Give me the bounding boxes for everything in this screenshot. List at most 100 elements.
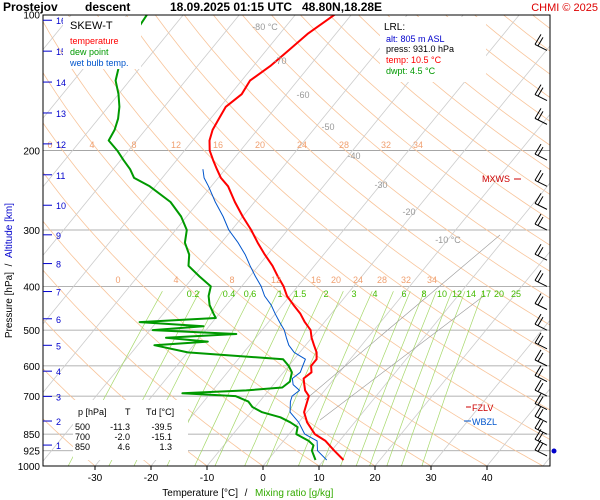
lrl-alt: alt: 805 m ASL bbox=[386, 34, 445, 44]
mixing-ratio-label: 12 bbox=[452, 289, 462, 299]
wind-barb bbox=[534, 389, 548, 397]
mixing-ratio-label: 0.6 bbox=[244, 289, 257, 299]
dry-adiabat-line bbox=[67, 15, 550, 440]
isotherm-label: -20 bbox=[402, 207, 415, 217]
isotherm-line bbox=[262, 113, 550, 466]
isotherm-line bbox=[430, 319, 550, 466]
altitude-tick-label: 1 bbox=[56, 441, 61, 451]
altitude-tick-label: 9 bbox=[56, 231, 61, 241]
mixing-ratio-label: 4 bbox=[372, 289, 377, 299]
header-credit: CHMI © 2025 bbox=[531, 2, 598, 14]
isotherm-label: -40 bbox=[347, 151, 360, 161]
wind-barb bbox=[534, 438, 548, 446]
lrl-box bbox=[380, 17, 486, 82]
mixing-ratio-label: 25 bbox=[511, 289, 521, 299]
isotherm-line bbox=[206, 45, 550, 466]
altitude-tick-label: 14 bbox=[56, 78, 66, 88]
x-tick-label: 30 bbox=[425, 473, 437, 484]
mixing-ratio-label: 20 bbox=[494, 289, 504, 299]
table-cell-t: -2.0 bbox=[114, 432, 130, 442]
mixing-ratio-line bbox=[321, 291, 394, 466]
dry-adiabat-line bbox=[299, 15, 550, 221]
legend-box bbox=[63, 17, 141, 69]
altitude-tick-label: 6 bbox=[56, 315, 61, 325]
x-tick-label: 0 bbox=[260, 473, 266, 484]
mixing-ratio-line bbox=[386, 291, 453, 466]
wind-barb bbox=[534, 117, 548, 125]
pressure-tick-label: 100 bbox=[23, 11, 40, 22]
altitude-tick-label: 12 bbox=[56, 140, 66, 150]
adiabat-label: 8 bbox=[229, 275, 234, 285]
y-axis-title: Pressure [hPa] bbox=[4, 272, 15, 338]
x-tick-label: 40 bbox=[481, 473, 493, 484]
wind-barb-feather bbox=[534, 108, 542, 119]
mixing-ratio-line bbox=[194, 291, 279, 466]
mixing-ratio-line bbox=[369, 291, 437, 466]
pressure-tick-label: 300 bbox=[23, 226, 40, 237]
levels-table-bg bbox=[73, 400, 188, 460]
table-cell-td: -15.1 bbox=[151, 432, 172, 442]
wind-barb-feather bbox=[537, 352, 544, 362]
mixing-ratio-line bbox=[266, 291, 344, 466]
header-station: Prostejov bbox=[3, 0, 58, 14]
plot-frame bbox=[42, 14, 551, 467]
wind-barb-feather bbox=[537, 442, 544, 452]
wind-barb bbox=[534, 323, 548, 331]
wind-barb-feather bbox=[534, 313, 542, 325]
mixing-ratio-line bbox=[340, 291, 411, 466]
adiabat-label: 8 bbox=[131, 140, 136, 150]
reference-diagonal bbox=[304, 234, 501, 401]
isotherm-line bbox=[43, 15, 296, 325]
x-tick-label: 20 bbox=[369, 473, 381, 484]
wind-barb-feather bbox=[534, 34, 542, 45]
wind-barb-feather bbox=[537, 273, 544, 283]
wind-barb-feather bbox=[534, 406, 542, 417]
wind-barb-feather bbox=[534, 393, 542, 404]
mixing-ratio-line bbox=[421, 291, 484, 466]
wind-barb-feather bbox=[534, 143, 542, 155]
wind-barb-feather bbox=[537, 173, 544, 183]
mixing-ratio-label: 8 bbox=[421, 289, 426, 299]
dry-adiabat-line bbox=[183, 15, 550, 326]
wind-barb-feather bbox=[537, 420, 544, 430]
table-cell-t: 4.6 bbox=[117, 442, 130, 452]
x-axis-title-sep: / bbox=[245, 488, 248, 499]
mixing-ratio-line bbox=[401, 291, 466, 466]
wind-barb-feather bbox=[534, 193, 542, 204]
fzlv-label: FZLV bbox=[472, 403, 493, 413]
wind-barb bbox=[534, 303, 548, 310]
legend-dewpoint: dew point bbox=[70, 47, 109, 57]
isotherm-label: -70 bbox=[273, 56, 286, 66]
x-axis-title: Temperature [°C] bbox=[162, 488, 238, 499]
adiabat-label: 24 bbox=[297, 140, 307, 150]
wind-barb-feather bbox=[537, 246, 544, 256]
wind-barb-feather bbox=[534, 213, 542, 225]
y-axis-title-sep: / bbox=[4, 263, 15, 266]
wind-barb bbox=[534, 342, 548, 350]
adiabat-label: 24 bbox=[353, 275, 363, 285]
table-header-t: T bbox=[125, 407, 131, 417]
series-line-dew-point bbox=[107, 15, 317, 461]
x-tick-label: 10 bbox=[313, 473, 325, 484]
wbzl-label: WBZL bbox=[472, 417, 497, 427]
pressure-tick-label: 700 bbox=[23, 392, 40, 403]
adiabat-label: 34 bbox=[427, 275, 437, 285]
wind-barb-feather bbox=[537, 37, 544, 47]
wind-barb bbox=[534, 94, 548, 102]
pressure-tick-label: 500 bbox=[23, 326, 40, 337]
isotherm-line bbox=[374, 250, 550, 466]
wind-barb-feather bbox=[537, 87, 544, 97]
pressure-tick-label: 400 bbox=[23, 282, 40, 293]
dry-adiabat-line bbox=[154, 15, 550, 354]
altitude-tick-label: 7 bbox=[56, 288, 61, 298]
altitude-tick-label: 11 bbox=[56, 171, 65, 181]
adiabat-label: 34 bbox=[413, 140, 423, 150]
dry-adiabat-line bbox=[43, 220, 320, 466]
adiabat-label: 28 bbox=[377, 275, 387, 285]
dry-adiabat-line bbox=[241, 15, 550, 272]
table-cell-td: -39.5 bbox=[151, 422, 172, 432]
x-axis-title-2: Mixing ratio [g/kg] bbox=[255, 488, 334, 499]
isotherm-line bbox=[43, 15, 184, 188]
legend-wetbulb: wet bulb temp. bbox=[69, 58, 129, 68]
